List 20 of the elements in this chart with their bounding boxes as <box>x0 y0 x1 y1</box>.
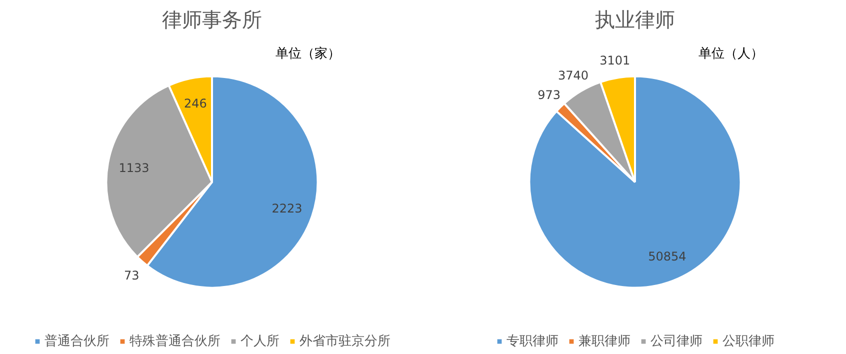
data-label: 50854 <box>648 249 686 264</box>
data-label: 1133 <box>118 160 150 175</box>
legend-label: 个人所 <box>240 333 280 350</box>
data-label: 246 <box>184 96 207 110</box>
legend-label: 普通合伙所 <box>44 332 110 350</box>
legend-label: 兼职律师 <box>578 333 630 350</box>
data-label: 73 <box>124 268 140 283</box>
data-label: 973 <box>538 88 561 102</box>
legend-label: 专职律师 <box>506 333 558 350</box>
legend-label: 特殊普通合伙所 <box>130 332 220 350</box>
text: 单位（人） <box>698 46 764 62</box>
chart-title: 执业律师 <box>595 8 675 32</box>
text: 单位（家） <box>275 45 340 62</box>
data-label: 3101 <box>600 53 630 68</box>
legend-label: 公司律师 <box>650 333 702 350</box>
legend-label: 外省市驻京分所 <box>300 333 390 350</box>
data-label: 2223 <box>272 202 302 216</box>
chart-title: 律师事务所 <box>162 8 262 32</box>
data-label: 3740 <box>558 68 589 83</box>
legend-label: 公职律师 <box>722 333 774 350</box>
